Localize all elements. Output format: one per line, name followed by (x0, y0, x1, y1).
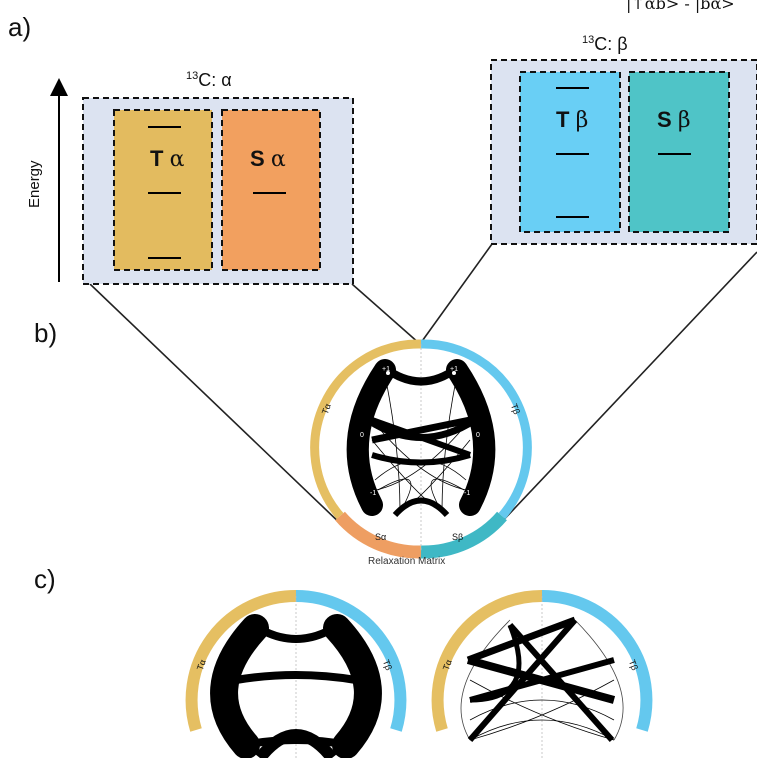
relaxation-matrix-caption: Relaxation Matrix (368, 556, 446, 567)
top-right-ket-text: |↑αb> - |bα> (626, 0, 735, 13)
s-beta-block (628, 71, 730, 233)
node-label-t-alpha-minus: -1 (370, 490, 377, 497)
s-alpha-block (221, 109, 321, 271)
panel-label-c: c) (34, 564, 56, 594)
connector-alpha-right (351, 283, 421, 345)
panel-label-b: b) (34, 318, 58, 348)
node-label-t-alpha-plus: +1 (382, 366, 390, 373)
s-alpha-label: S α (250, 146, 286, 172)
relaxation-matrix (310, 339, 532, 559)
t-beta-block (519, 71, 621, 233)
panel-label-a: a) (8, 12, 32, 42)
relaxation-matrix-triplet (185, 589, 407, 758)
node-label-t-beta-zero: 0 (476, 432, 480, 439)
connector-alpha-left (89, 283, 346, 529)
energy-arrow (50, 78, 68, 282)
arc-label-s-beta: Sβ (452, 532, 464, 542)
s-beta-label: S β (657, 107, 691, 133)
beta-box-title: 13C: β (582, 34, 628, 54)
alpha-box-title: 13C: α (186, 70, 232, 90)
node-label-t-beta-plus: +1 (450, 366, 458, 373)
t-alpha-block (113, 109, 213, 271)
arc-label-s-alpha: Sα (375, 532, 387, 542)
connector-beta-left (419, 243, 493, 345)
t-alpha-label: T α (150, 146, 185, 172)
t-beta-label: T β (556, 107, 589, 133)
connector-beta-right (495, 251, 757, 529)
node-label-t-alpha-zero: 0 (360, 432, 364, 439)
relaxation-matrix-cross (431, 589, 653, 758)
node-label-t-beta-minus: -1 (464, 490, 471, 497)
